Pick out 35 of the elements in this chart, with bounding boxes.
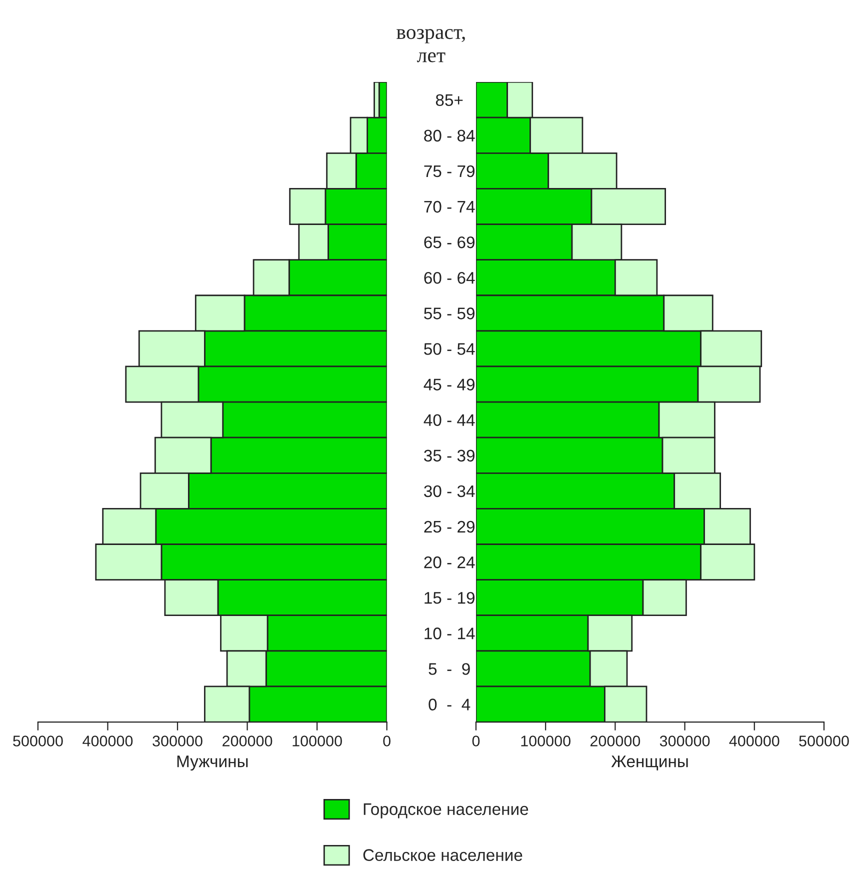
x-tick-label: 100000: [521, 736, 570, 746]
x-tick-label: 500000: [799, 736, 849, 746]
x-tick-label: 500000: [13, 736, 63, 746]
y-tick-label: 10 - 14: [424, 628, 475, 640]
x-tick-label: 400000: [729, 736, 780, 746]
y-tick-label: 40 - 44: [424, 414, 475, 426]
y-tick-label: 35 - 39: [424, 450, 474, 462]
y-tick-label: 50 - 54: [424, 343, 475, 355]
x-tick-label: 400000: [82, 736, 133, 746]
y-tick-label: 60 - 64: [424, 272, 475, 284]
y-tick-label: 5 - 9: [428, 663, 470, 675]
y-tick-label: 80 - 84: [424, 130, 475, 142]
y-tick-label: 30 - 34: [424, 485, 475, 498]
x-axis-title: Женщины: [611, 756, 688, 770]
x-tick-label: 0: [472, 736, 480, 746]
x-tick-label: 200000: [222, 736, 272, 746]
x-tick-label: 300000: [660, 736, 710, 746]
legend-label: Городское население: [364, 803, 528, 818]
y-tick-label: 15 - 19: [424, 592, 474, 604]
x-tick-label: 300000: [152, 736, 202, 746]
y-tick-label: 65 - 69: [424, 236, 474, 248]
x-tick-label: 200000: [590, 736, 640, 746]
y-tick-label: 0 - 4: [428, 698, 470, 710]
legend-label: Сельское население: [363, 849, 522, 861]
x-tick-label: 100000: [292, 736, 342, 746]
y-tick-label: 70 - 74: [424, 200, 475, 213]
text: возраст, лет: [396, 29, 465, 62]
x-tick-label: 0: [383, 736, 390, 746]
y-tick-label: 85+: [436, 94, 463, 106]
y-tick-label: 55 - 59: [424, 308, 474, 320]
y-tick-label: 45 - 49: [424, 378, 474, 390]
y-tick-label: 75 - 79: [424, 165, 474, 178]
x-axis-title: Мужчины: [177, 756, 248, 771]
y-tick-label: 25 - 29: [424, 520, 474, 533]
y-tick-label: 20 - 24: [424, 556, 475, 568]
